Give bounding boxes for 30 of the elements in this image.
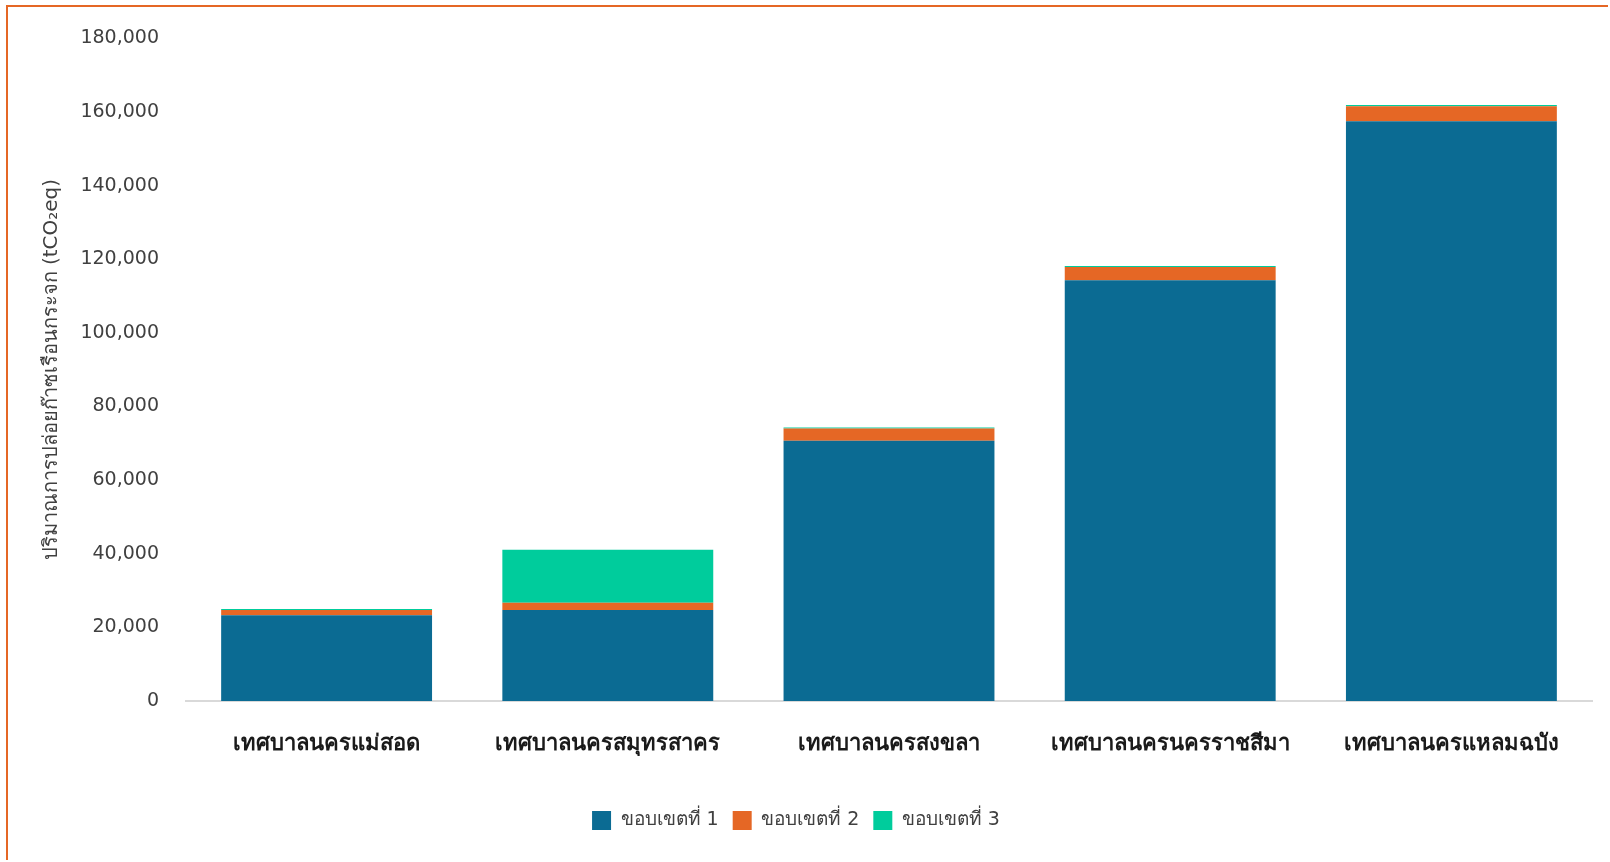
bar xyxy=(1064,267,1276,281)
bar xyxy=(1064,280,1276,701)
legend-label: ขอบเขตที่ 1 xyxy=(620,805,719,830)
bar xyxy=(221,615,433,701)
bar xyxy=(221,610,433,616)
y-tick-label: 180,000 xyxy=(80,25,159,48)
bar xyxy=(783,428,995,441)
x-tick-label: เทศบาลนครแหลมฉบัง xyxy=(1343,729,1559,755)
x-tick-label: เทศบาลนครนครราชสีมา xyxy=(1050,729,1290,755)
legend-label: ขอบเขตที่ 3 xyxy=(901,805,1000,830)
y-tick-label: 20,000 xyxy=(92,614,159,637)
bar xyxy=(1345,106,1557,122)
bar xyxy=(1345,121,1557,701)
y-tick-label: 0 xyxy=(146,687,159,710)
x-tick-label: เทศบาลนครสงขลา xyxy=(798,729,980,755)
y-tick-label: 80,000 xyxy=(92,393,159,416)
y-tick-label: 120,000 xyxy=(80,246,159,269)
x-tick-label: เทศบาลนครแม่สอด xyxy=(233,729,421,755)
y-tick-label: 40,000 xyxy=(92,540,159,563)
x-tick-label: เทศบาลนครสมุทรสาคร xyxy=(495,729,721,757)
bar xyxy=(783,440,995,701)
y-axis-title: ปริมาณการปล่อยก๊าซเรือนกระจก (tCO₂eq) xyxy=(38,178,63,561)
bar xyxy=(502,602,714,611)
y-tick-label: 160,000 xyxy=(80,98,159,121)
y-tick-label: 140,000 xyxy=(80,172,159,195)
y-tick-label: 100,000 xyxy=(80,319,159,342)
y-tick-label: 60,000 xyxy=(92,467,159,490)
bar xyxy=(502,549,714,603)
legend-label: ขอบเขตที่ 2 xyxy=(761,805,860,830)
bar xyxy=(502,610,714,701)
